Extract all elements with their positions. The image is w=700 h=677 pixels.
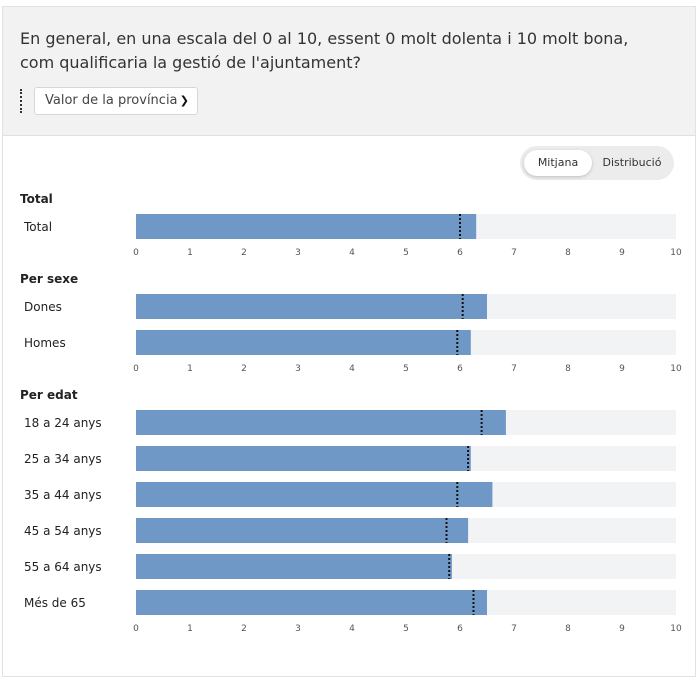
tick-label: 3 [295, 364, 301, 374]
question-text: En general, en una escala del 0 al 10, e… [20, 29, 629, 72]
tick-label: 9 [619, 624, 625, 634]
tick-label: 4 [349, 364, 355, 374]
tick-label: 2 [241, 364, 247, 374]
category-label: Homes [24, 336, 66, 350]
tick-label: 10 [670, 248, 682, 258]
comparison-select[interactable]: Valor de la província ❯ [34, 87, 198, 115]
tick-label: 7 [511, 364, 517, 374]
tick-label: 0 [133, 364, 139, 374]
tick-label: 5 [403, 624, 409, 634]
group-title: Per edat [20, 388, 78, 402]
tick-label: 5 [403, 364, 409, 374]
tick-label: 10 [670, 364, 682, 374]
category-label: Dones [24, 300, 62, 314]
chevron-down-icon: ❯ [179, 94, 189, 107]
tick-label: 2 [241, 248, 247, 258]
bar [136, 410, 506, 435]
tick-label: 4 [349, 248, 355, 258]
bar [136, 214, 477, 239]
drag-handle-icon[interactable] [20, 89, 26, 113]
tick-label: 9 [619, 364, 625, 374]
tick-label: 6 [457, 248, 463, 258]
bar [136, 554, 452, 579]
tick-label: 9 [619, 248, 625, 258]
tick-label: 7 [511, 624, 517, 634]
tick-label: 0 [133, 624, 139, 634]
tick-label: 6 [457, 364, 463, 374]
bar [136, 446, 471, 471]
tick-label: 7 [511, 248, 517, 258]
tick-label: 5 [403, 248, 409, 258]
toggle-distribucio[interactable]: Distribució [602, 156, 662, 169]
tick-label: 1 [187, 624, 193, 634]
group-title: Per sexe [20, 272, 78, 286]
category-label: 55 a 64 anys [24, 560, 102, 574]
bar [136, 330, 471, 355]
tick-label: 8 [565, 364, 571, 374]
comparison-select-value: Valor de la província [45, 93, 178, 108]
tick-label: 3 [295, 624, 301, 634]
tick-label: 1 [187, 248, 193, 258]
group-title: Total [20, 192, 53, 206]
category-label: Total [23, 220, 52, 234]
tick-label: 0 [133, 248, 139, 258]
tick-label: 8 [565, 248, 571, 258]
tick-label: 8 [565, 624, 571, 634]
bar [136, 518, 469, 543]
category-label: Més de 65 [24, 596, 86, 610]
category-label: 18 a 24 anys [24, 416, 102, 430]
toggle-mitjana[interactable]: Mitjana [524, 150, 592, 176]
view-toggle: Mitjana Distribució [520, 146, 674, 180]
tick-label: 1 [187, 364, 193, 374]
question-header: En general, en una escala del 0 al 10, e… [3, 7, 695, 136]
category-label: 45 a 54 anys [24, 524, 102, 538]
tick-label: 10 [670, 624, 682, 634]
tick-label: 4 [349, 624, 355, 634]
bar [136, 482, 493, 507]
bar [136, 294, 487, 319]
category-label: 25 a 34 anys [24, 452, 102, 466]
category-label: 35 a 44 anys [24, 488, 102, 502]
tick-label: 3 [295, 248, 301, 258]
tick-label: 2 [241, 624, 247, 634]
tick-label: 6 [457, 624, 463, 634]
bar [136, 590, 487, 615]
